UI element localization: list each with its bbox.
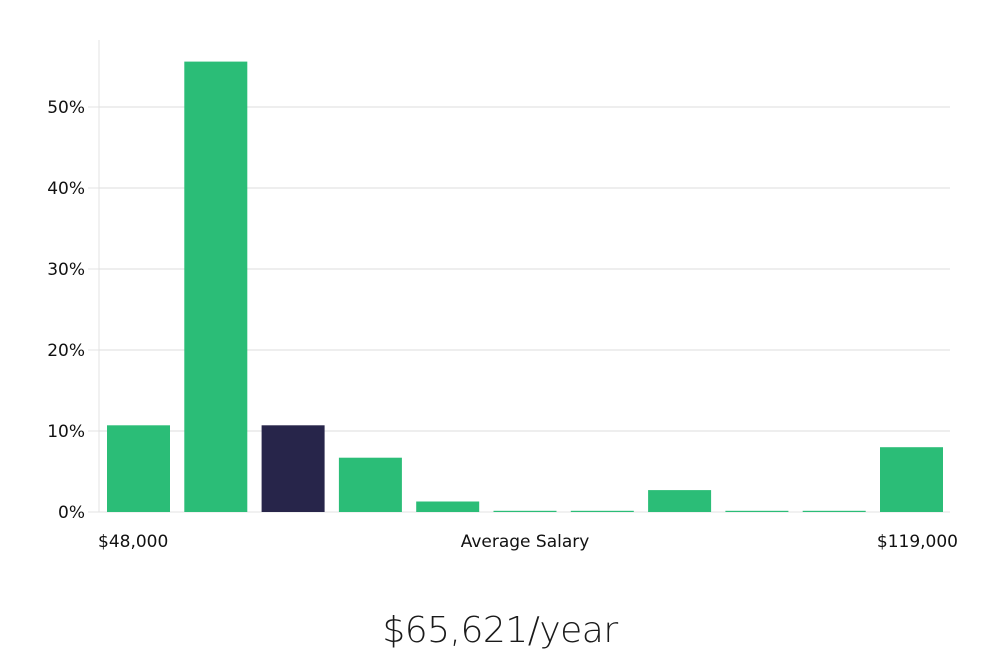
histogram-bar xyxy=(493,510,557,512)
histogram-bar xyxy=(261,425,325,512)
histogram-bar xyxy=(338,457,402,512)
y-tick-label: 50% xyxy=(47,98,85,118)
y-tick-label: 10% xyxy=(47,422,85,442)
average-salary-value: $65,621/year xyxy=(382,610,618,651)
x-min-label: $48,000 xyxy=(98,532,168,552)
histogram-bar xyxy=(416,501,480,512)
histogram-bar xyxy=(184,61,248,512)
y-tick-label: 20% xyxy=(47,341,85,361)
y-tick-label: 0% xyxy=(58,503,85,523)
x-max-label: $119,000 xyxy=(877,532,958,552)
y-tick-label: 30% xyxy=(47,260,85,280)
histogram-bar xyxy=(107,425,170,512)
salary-histogram: 0% 10% 20% 30% 40% 50% $48,000 Average Salary… xyxy=(47,40,958,552)
histogram-bar xyxy=(725,510,789,512)
histogram-bar xyxy=(648,490,712,512)
histogram-bar xyxy=(880,447,943,512)
x-axis-title: Average Salary xyxy=(461,532,590,552)
y-tick-label: 40% xyxy=(47,179,85,199)
histogram-bar xyxy=(570,510,634,512)
histogram-bar xyxy=(802,510,866,512)
